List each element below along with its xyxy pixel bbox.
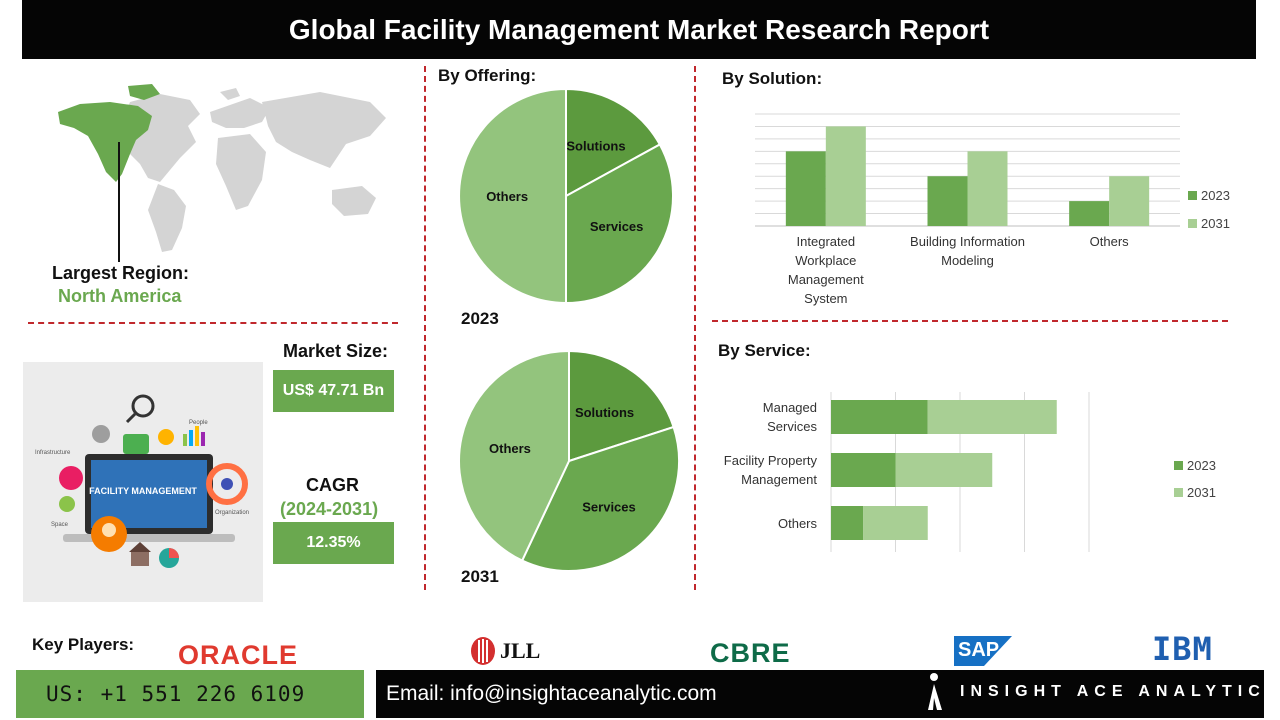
- solution-bar-2023-0: [785, 151, 826, 226]
- brand-logo-icon: [928, 673, 942, 710]
- ibm-logo: IBM: [1152, 630, 1213, 668]
- divider-left: [424, 66, 426, 590]
- pie-2031-slice-services: [520, 425, 680, 572]
- facility-illustration: FACILITY MANAGEMENT People Infrastructur…: [23, 362, 263, 602]
- offering-pie-2031-caption: 2031: [461, 567, 499, 586]
- cagr-label: CAGR: [306, 475, 359, 495]
- pie-2023-slice-solutions: [565, 87, 662, 198]
- pie-2023-label-services: Services: [590, 219, 644, 234]
- solution-title: By Solution:: [722, 69, 823, 88]
- solution-legend-label-2031: 2031: [1201, 216, 1230, 231]
- cagr-period: (2024-2031): [280, 499, 379, 519]
- jll-logo: JLL: [470, 636, 540, 666]
- offering-pie-2023-caption: 2023: [461, 309, 499, 328]
- pie-2023-label-solutions: Solutions: [566, 138, 625, 153]
- oracle-logo: ORACLE: [178, 640, 298, 670]
- service-bar-2031-0: [927, 400, 1057, 434]
- illustration-tag-organization: Organization: [215, 510, 249, 516]
- pie-2031-label-solutions: Solutions: [575, 405, 634, 420]
- illustration-tag-people: People: [189, 420, 208, 426]
- market-size-label: Market Size:: [283, 341, 389, 361]
- cbre-logo: CBRE: [710, 638, 791, 668]
- illustration-tag-space: Space: [51, 522, 69, 528]
- service-category-label-1: Facility Property Management: [724, 453, 818, 487]
- service-bar-2023-1: [831, 453, 896, 487]
- sap-logo: SAP: [954, 636, 1012, 671]
- footer-brand: INSIGHT ACE ANALYTIC: [960, 683, 1266, 700]
- offering-title: By Offering:: [438, 66, 537, 85]
- market-size-value: US$ 47.71 Bn: [273, 370, 394, 412]
- solution-bar-2031-2: [1109, 176, 1150, 226]
- key-players-label: Key Players:: [32, 635, 135, 654]
- pie-2031-slice-others: [458, 349, 570, 562]
- solution-bar-2023-1: [927, 176, 968, 226]
- footer-email[interactable]: Email: info@insightaceanalytic.com: [376, 670, 1264, 718]
- footer-phone[interactable]: US: +1 551 226 6109: [16, 670, 364, 718]
- largest-region-value: North America: [58, 286, 182, 306]
- service-bar-2031-1: [895, 453, 993, 487]
- solution-category-label-0: Integrated Workplace Management System: [788, 234, 864, 306]
- solution-category-label-1: Building Information Modeling: [910, 234, 1025, 268]
- service-bar-chart: Managed Services Facility Property Manageme…: [724, 392, 1216, 552]
- solution-legend-swatch-2023: [1188, 191, 1197, 200]
- divider-left-horizontal: [28, 322, 398, 324]
- service-legend-label-2023: 2023: [1187, 458, 1216, 473]
- service-legend-label-2031: 2031: [1187, 485, 1216, 500]
- pie-2023-slice-services: [565, 143, 674, 305]
- jll-logo-text: JLL: [500, 638, 541, 663]
- cagr-value: 12.35%: [273, 522, 394, 564]
- pie-2023-slice-others: [458, 87, 567, 305]
- solution-category-label-2: Others: [1090, 234, 1130, 249]
- pie-2031-label-services: Services: [582, 499, 636, 514]
- service-legend-swatch-2031: [1174, 488, 1183, 497]
- service-legend-swatch-2023: [1174, 461, 1183, 470]
- divider-right-horizontal: [712, 320, 1228, 322]
- world-map: [58, 84, 386, 252]
- illustration-tag-infrastructure: Infrastructure: [35, 450, 71, 456]
- service-title: By Service:: [718, 341, 811, 360]
- largest-region-label: Largest Region:: [52, 263, 190, 283]
- sap-logo-text: SAP: [958, 639, 1000, 661]
- solution-bar-2031-0: [825, 126, 866, 226]
- solution-legend-swatch-2031: [1188, 219, 1197, 228]
- service-bar-2023-0: [831, 400, 928, 434]
- pie-2023-label-others: Others: [486, 189, 528, 204]
- solution-bar-chart: Integrated Workplace Management System Build…: [755, 113, 1230, 306]
- page-title: Global Facility Management Market Resear…: [22, 0, 1256, 59]
- pie-2031-label-others: Others: [489, 441, 531, 456]
- solution-bar-2023-2: [1069, 201, 1110, 226]
- pie-2031-slice-solutions: [568, 349, 675, 463]
- divider-right: [694, 66, 696, 590]
- solution-bar-2031-1: [967, 151, 1008, 226]
- service-category-label-2: Others: [778, 516, 818, 531]
- solution-legend-label-2023: 2023: [1201, 188, 1230, 203]
- service-bar-2023-2: [831, 506, 864, 540]
- illustration-screen-text: FACILITY MANAGEMENT: [89, 486, 197, 496]
- region-pointer-line: [118, 142, 120, 262]
- offering-pie-2031: Solutions Services Others: [458, 349, 680, 572]
- service-category-label-0: Managed Services: [763, 400, 818, 434]
- offering-pie-2023: Solutions Services Others: [458, 87, 674, 305]
- service-bar-2031-2: [863, 506, 928, 540]
